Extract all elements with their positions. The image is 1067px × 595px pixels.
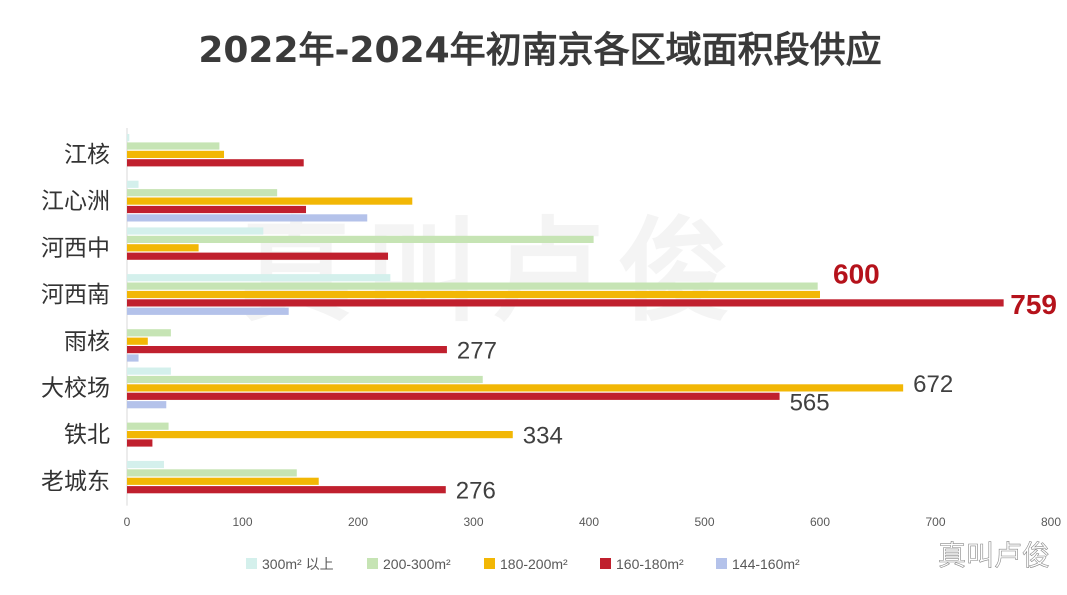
- data-label: 277: [457, 338, 497, 365]
- bar: [127, 329, 171, 337]
- bar: [127, 252, 389, 260]
- bar: [127, 205, 307, 214]
- bar: [127, 150, 225, 158]
- watermark-text: 真叫卢俊: [240, 207, 744, 337]
- bar: [127, 290, 820, 299]
- bar: [127, 422, 169, 430]
- legend-label: 180-200m²: [500, 556, 568, 572]
- bar: [127, 346, 447, 354]
- bar: [127, 142, 220, 150]
- bar: [127, 469, 297, 477]
- bar: [127, 214, 368, 222]
- x-tick-label: 800: [1041, 515, 1061, 529]
- corner-watermark: 真叫卢俊: [938, 539, 1050, 572]
- bar: [127, 477, 319, 485]
- bar: [127, 180, 139, 188]
- bar: [127, 244, 199, 252]
- x-tick-label: 100: [232, 515, 252, 529]
- category-label: 河西中: [41, 235, 110, 261]
- data-label: 600: [833, 259, 880, 290]
- data-label: 334: [523, 423, 563, 450]
- bar: [127, 159, 304, 167]
- legend-swatch: [246, 558, 257, 569]
- x-tick-label: 300: [463, 515, 483, 529]
- x-tick-label: 500: [694, 515, 714, 529]
- category-label: 老城东: [41, 469, 110, 495]
- legend-swatch: [600, 558, 611, 569]
- bar: [127, 439, 153, 447]
- x-tick-label: 400: [579, 515, 599, 529]
- legend-label: 160-180m²: [616, 556, 684, 572]
- data-label: 759: [1010, 289, 1057, 320]
- chart-title: 2022年-2024年初南京各区域面积段供应: [198, 29, 881, 71]
- legend-label: 300m² 以上: [262, 556, 334, 572]
- bar: [127, 197, 413, 205]
- bar: [127, 354, 139, 362]
- data-label: 565: [790, 389, 830, 416]
- bar: [127, 337, 148, 345]
- x-tick-label: 600: [810, 515, 830, 529]
- bar: [127, 227, 264, 235]
- bar: [127, 274, 391, 282]
- bar: [127, 392, 780, 400]
- legend-label: 200-300m²: [383, 556, 451, 572]
- bar: [127, 307, 289, 315]
- bar: [127, 401, 167, 409]
- category-label: 河西南: [41, 282, 110, 308]
- bar: [127, 235, 594, 243]
- bar: [127, 375, 483, 384]
- data-label: 276: [456, 478, 496, 505]
- legend-swatch: [367, 558, 378, 569]
- bar: [127, 189, 278, 197]
- bar: [127, 384, 904, 392]
- category-label: 江心洲: [41, 189, 110, 215]
- legend-swatch: [484, 558, 495, 569]
- bar: [127, 460, 164, 469]
- legend-label: 144-160m²: [732, 556, 800, 572]
- bar: [127, 367, 171, 375]
- x-tick-label: 0: [124, 515, 131, 529]
- data-label: 672: [913, 371, 953, 398]
- x-tick-label: 700: [925, 515, 945, 529]
- category-label: 大校场: [41, 376, 110, 402]
- bar: [127, 486, 446, 494]
- bar: [127, 282, 818, 290]
- x-tick-label: 200: [348, 515, 368, 529]
- category-label: 雨核: [64, 329, 110, 355]
- legend-swatch: [716, 558, 727, 569]
- category-label: 江核: [64, 142, 110, 168]
- category-label: 铁北: [64, 422, 110, 448]
- bar: [127, 299, 1004, 307]
- bar: [127, 431, 513, 439]
- bar: [127, 134, 130, 142]
